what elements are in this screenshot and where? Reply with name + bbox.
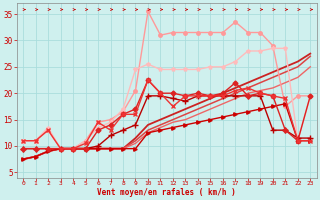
X-axis label: Vent moyen/en rafales ( km/h ): Vent moyen/en rafales ( km/h ) (97, 188, 236, 197)
